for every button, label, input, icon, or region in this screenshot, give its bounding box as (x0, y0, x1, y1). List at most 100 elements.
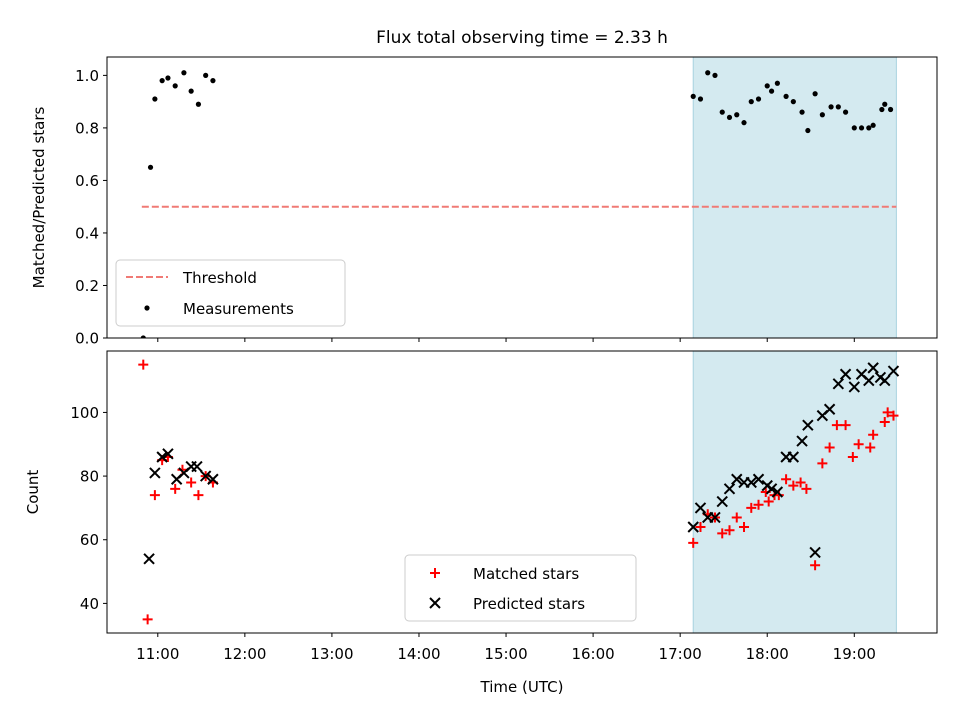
x-tick-label: 15:00 (484, 645, 527, 663)
measurement-point (887, 106, 894, 113)
x-tick-label: 13:00 (310, 645, 353, 663)
measurement-point (165, 75, 171, 81)
measurement-point (726, 114, 733, 121)
y-tick-label: 80 (80, 468, 99, 486)
x-tick-label: 16:00 (571, 645, 614, 663)
predicted-star-point (752, 473, 765, 485)
measurement-point (812, 91, 818, 97)
predicted-star-point (716, 495, 728, 508)
matched-star-point (831, 420, 842, 431)
legend-predicted-label: Predicted stars (473, 595, 585, 613)
y-tick-label: 0.8 (75, 119, 99, 137)
y-tick-label: 40 (80, 595, 99, 613)
predicted-star-point (709, 511, 721, 524)
matched-star-point (142, 614, 153, 625)
predicted-star-point (867, 362, 879, 374)
predicted-star-point (745, 476, 757, 489)
measurement-point (866, 125, 872, 131)
measurement-point (768, 88, 775, 94)
x-tick-label: 14:00 (397, 645, 440, 663)
y-tick-label: 0.4 (75, 224, 99, 242)
matched-star-point (879, 416, 890, 427)
measurement-point (764, 83, 770, 89)
x-tick-label: 12:00 (223, 645, 266, 663)
measurement-point (697, 96, 704, 102)
measurement-point (741, 120, 747, 126)
y-tick-label: 60 (80, 531, 99, 549)
data-points (138, 359, 900, 625)
matched-star-point (170, 483, 181, 494)
legend-measurement-swatch (144, 305, 150, 311)
predicted-star-point (199, 470, 212, 482)
figure-title: Flux total observing time = 2.33 h (376, 28, 668, 48)
predicted-star-point (863, 374, 875, 387)
ratio-panel: 0.0 0.2 0.4 0.6 0.8 1.0 Matched/Predicted star… (30, 56, 938, 348)
measurement-point (819, 112, 825, 118)
series-matched-stars (138, 359, 899, 625)
matched-star-point (868, 429, 879, 440)
legend-predicted-swatch (429, 597, 441, 609)
predicted-star-point (687, 521, 699, 533)
y-axis-label: Matched/Predicted stars (30, 107, 48, 289)
x-axis-label: Time (UTC) (480, 678, 564, 696)
highlight-span (692, 350, 897, 634)
x-tick-label: 18:00 (746, 645, 789, 663)
legend-matched-swatch (430, 568, 440, 578)
legend-top: Threshold Measurements (115, 259, 346, 327)
count-panel: 40 60 80 100 11:00 12:00 13:00 14:00 15:00 16:00 1… (24, 350, 938, 696)
measurement-point (705, 70, 711, 76)
predicted-star-point (848, 381, 860, 393)
measurement-point (734, 112, 740, 118)
measurement-point (835, 104, 841, 110)
matched-star-point (810, 560, 821, 571)
matched-star-point (149, 490, 160, 501)
y-tick-label: 0.0 (75, 330, 99, 348)
measurement-point (774, 80, 780, 86)
measurement-point (690, 93, 696, 99)
predicted-star-point (162, 448, 174, 460)
matched-star-point (788, 480, 799, 491)
x-tick-label: 19:00 (833, 645, 876, 663)
matched-star-point (688, 537, 699, 548)
measurement-point (203, 72, 209, 78)
x-tick-label: 17:00 (659, 645, 702, 663)
matched-star-point (753, 499, 764, 510)
predicted-star-point (156, 451, 168, 463)
measurement-point (210, 78, 216, 84)
matched-star-point (739, 522, 750, 533)
predicted-star-point (765, 483, 778, 495)
y-tick-label: 0.6 (75, 172, 99, 190)
predicted-star-point (771, 486, 784, 498)
predicted-star-point (143, 553, 155, 565)
y-tick-label: 100 (70, 404, 99, 422)
measurement-point (159, 78, 165, 84)
measurement-point (842, 109, 849, 115)
predicted-star-point (694, 502, 707, 514)
measurement-point (140, 335, 146, 338)
axes-frame (106, 350, 938, 634)
matched-star-point (781, 474, 792, 485)
predicted-star-point (191, 460, 203, 473)
measurement-point (147, 164, 154, 170)
measurement-point (858, 125, 865, 131)
matched-star-point (186, 477, 197, 488)
data-points (140, 70, 894, 338)
predicted-star-point (823, 403, 836, 415)
measurement-point (755, 96, 762, 102)
measurement-point (851, 125, 857, 131)
predicted-star-point (887, 365, 900, 377)
measurement-point (748, 99, 754, 105)
matched-star-point (717, 528, 728, 539)
legend-box (115, 259, 346, 327)
matched-star-point (840, 420, 851, 431)
predicted-star-point (723, 483, 736, 495)
legend-matched-label: Matched stars (473, 565, 579, 583)
measurement-point (172, 83, 178, 89)
measurement-point (828, 104, 834, 110)
measurement-point (805, 127, 811, 134)
axes-frame (106, 56, 938, 339)
matched-star-point (888, 410, 899, 421)
matched-star-point (882, 407, 893, 418)
predicted-star-point (787, 451, 800, 463)
measurement-point (181, 70, 187, 76)
